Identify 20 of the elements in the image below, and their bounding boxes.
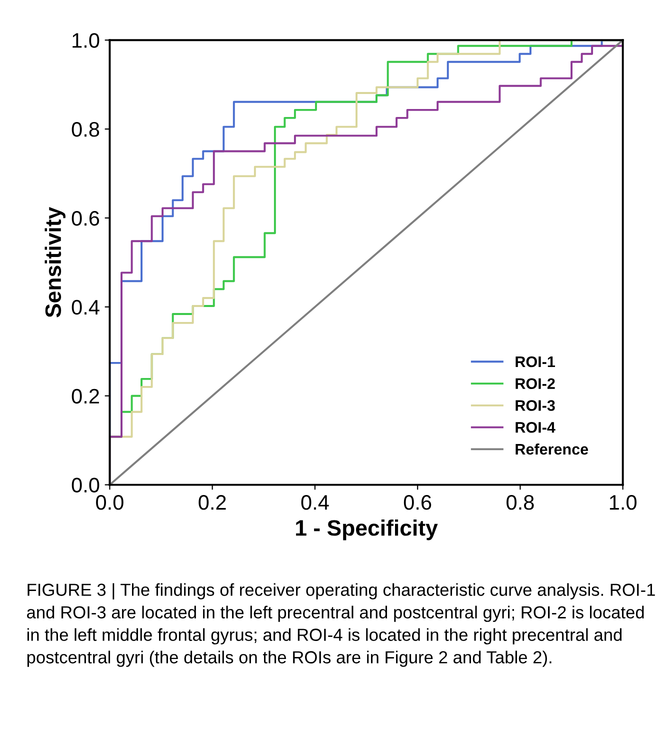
legend-label: Reference — [516, 443, 588, 455]
y-axis-title: Sensitivity — [44, 206, 66, 318]
legend-label: ROI-3 — [516, 400, 555, 411]
y-tick-label: 0.8 — [72, 122, 100, 137]
x-tick-label: 0.4 — [301, 495, 329, 510]
y-tick-label: 0.0 — [72, 478, 100, 493]
y-tick-label: 0.4 — [72, 300, 100, 315]
x-tick-label: 0.0 — [96, 495, 124, 510]
x-tick-label: 1.0 — [610, 495, 637, 510]
legend-label: ROI-1 — [516, 356, 556, 368]
legend-label: ROI-2 — [516, 378, 555, 390]
caption: FIGURE 3 | The findings of receiver operating characteristic curve analysis. ROI-1 and ROI-3 are located in the left precentral and postcentral gyri; ROI-2 is located in the left middle frontal gyrus; and ROI-4 is located in the right precentral and postcentral gyri (the details on the ROIs are in Figure 2 and Table 2). — [27, 583, 655, 667]
legend-label: ROI-4 — [516, 422, 556, 433]
x-tick-label: 0.2 — [198, 495, 226, 510]
x-tick-label: 0.6 — [404, 495, 432, 510]
y-tick-label: 0.2 — [72, 388, 99, 404]
y-tick-label: 0.6 — [72, 210, 100, 226]
x-tick-label: 0.8 — [506, 495, 534, 510]
x-axis-title: 1 - Specificity — [296, 519, 438, 540]
y-tick-label: 1.0 — [72, 33, 100, 48]
